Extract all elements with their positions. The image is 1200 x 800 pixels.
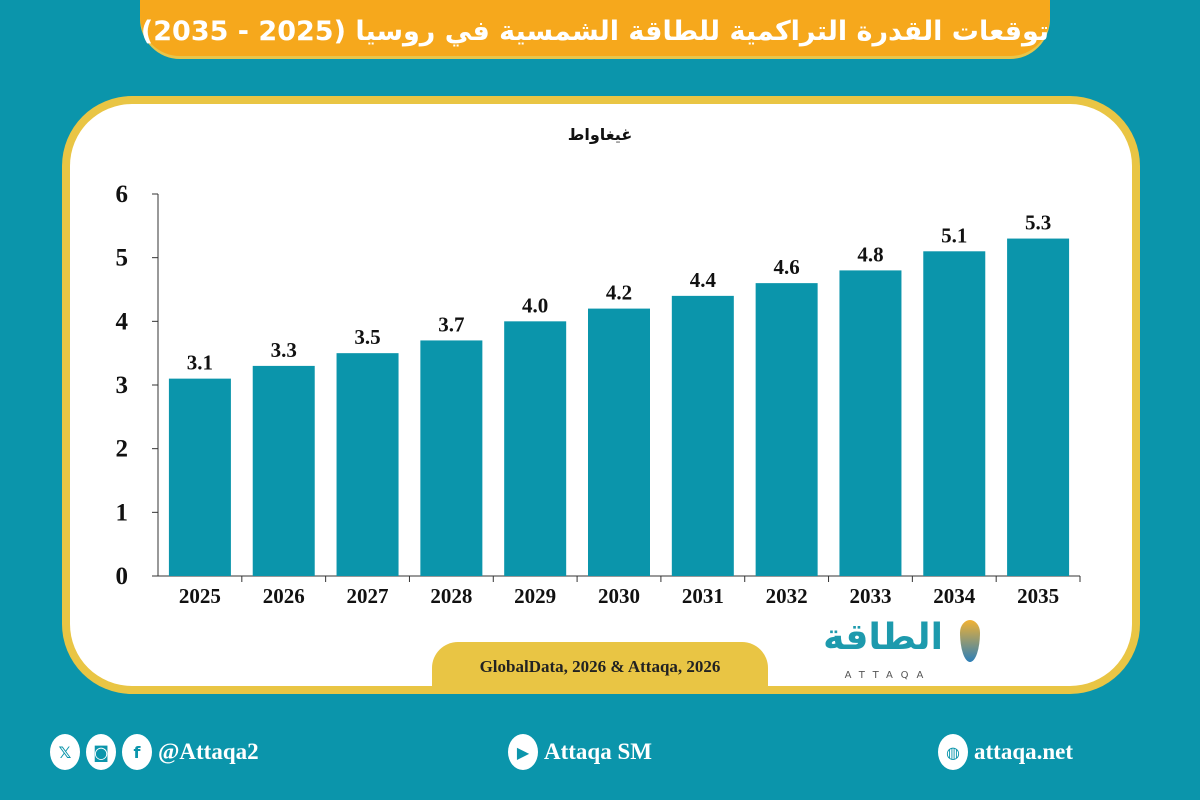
x-icon[interactable]: 𝕏	[50, 734, 80, 770]
source-label: GlobalData, 2026 & Attaqa, 2026	[432, 642, 768, 694]
globe-icon: ◍	[938, 734, 968, 770]
data-label: 4.0	[522, 293, 548, 317]
bar	[923, 251, 986, 577]
data-label: 4.8	[857, 242, 883, 266]
bar	[588, 308, 650, 576]
bar	[420, 340, 483, 576]
data-label: 3.1	[187, 351, 213, 375]
social-handle[interactable]: @Attaqa2	[158, 739, 259, 764]
x-tick-label: 2026	[263, 584, 305, 608]
bar	[671, 295, 734, 576]
logo-arabic: الطاقة	[823, 617, 943, 658]
y-tick-label: 1	[116, 499, 129, 526]
x-tick-label: 2030	[598, 584, 640, 608]
x-tick-label: 2027	[347, 584, 389, 608]
y-tick-label: 0	[116, 563, 129, 590]
data-label: 4.2	[606, 281, 632, 305]
chart-title: توقعات القدرة التراكمية للطاقة الشمسية ف…	[140, 0, 1050, 56]
youtube-icon: ▶	[508, 734, 538, 770]
logo-latin: ATTAQA	[844, 670, 932, 681]
bar	[839, 270, 902, 576]
website-label: attaqa.net	[974, 739, 1074, 764]
x-tick-label: 2034	[933, 584, 976, 608]
drop-icon	[960, 620, 980, 662]
y-axis-unit: غيغاواط	[567, 125, 633, 144]
y-tick-label: 2	[116, 436, 129, 463]
attaqa-logo: الطاقة ATTAQA	[808, 616, 988, 686]
instagram-icon[interactable]: ◙	[86, 734, 116, 770]
facebook-icon[interactable]: f	[122, 734, 152, 770]
x-tick-label: 2033	[849, 584, 891, 608]
youtube-label: Attaqa SM	[544, 739, 652, 764]
data-label: 4.6	[774, 255, 800, 279]
website-link[interactable]: ◍ attaqa.net	[938, 734, 1073, 770]
x-tick-label: 2028	[430, 584, 472, 608]
data-label: 4.4	[690, 268, 717, 292]
data-label: 3.5	[354, 325, 380, 349]
youtube-link[interactable]: ▶ Attaqa SM	[508, 734, 652, 770]
data-label: 5.1	[941, 223, 967, 247]
bar	[755, 283, 818, 576]
bar	[1007, 238, 1070, 577]
x-tick-label: 2031	[682, 584, 724, 608]
y-tick-label: 6	[116, 181, 129, 208]
data-label: 3.7	[438, 312, 464, 336]
y-tick-label: 5	[116, 245, 129, 272]
x-tick-label: 2025	[179, 584, 221, 608]
bar	[168, 378, 231, 576]
data-label: 5.3	[1025, 211, 1051, 235]
bar	[336, 353, 399, 576]
y-tick-label: 4	[116, 308, 129, 335]
x-tick-label: 2032	[766, 584, 808, 608]
social-links: 𝕏 ◙ f @Attaqa2	[50, 734, 259, 770]
data-label: 3.3	[271, 338, 297, 362]
bar	[504, 321, 567, 576]
x-tick-label: 2035	[1017, 584, 1059, 608]
x-tick-label: 2029	[514, 584, 556, 608]
bar	[252, 365, 315, 576]
y-tick-label: 3	[116, 372, 129, 399]
